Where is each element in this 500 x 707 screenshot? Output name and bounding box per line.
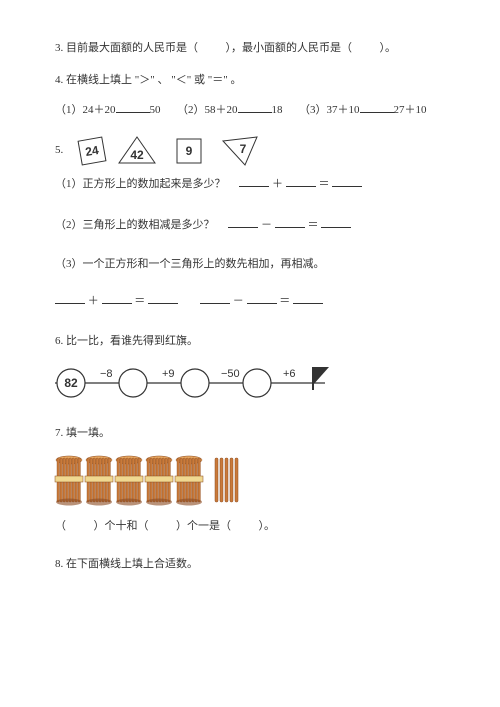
q7-blank-2[interactable] <box>151 520 173 532</box>
q5-2-blank-c[interactable] <box>321 216 351 228</box>
q4-blank-1[interactable] <box>116 101 150 113</box>
q4-p2-a: （2）58＋20 <box>177 104 238 116</box>
q5-sub2: （2）三角形上的数相减是多少？ － ＝ <box>55 216 445 235</box>
q5-3-blank-d[interactable] <box>200 292 230 304</box>
triangle-42: 42 <box>117 135 157 167</box>
svg-text:7: 7 <box>240 142 247 156</box>
q4-blank-2[interactable] <box>238 101 272 113</box>
q5-3-blank-f[interactable] <box>293 292 323 304</box>
q5-label: 5. <box>55 142 63 160</box>
question-3: 3. 目前最大面额的人民币是（ ），最小面额的人民币是（ ）。 <box>55 40 445 58</box>
q3-blank-1[interactable] <box>201 42 223 54</box>
svg-text:−8: −8 <box>100 368 113 380</box>
q3-text-b: ），最小面额的人民币是（ <box>226 42 353 54</box>
svg-text:42: 42 <box>131 148 145 162</box>
q6-prompt: 6. 比一比，看谁先得到红旗。 <box>55 333 445 351</box>
svg-text:82: 82 <box>64 376 78 390</box>
q5-1-blank-c[interactable] <box>332 175 362 187</box>
q4-p1-a: （1）24＋20 <box>55 104 116 116</box>
q4-blank-3[interactable] <box>360 101 394 113</box>
square-24: 24 <box>77 136 107 166</box>
svg-text:+9: +9 <box>162 368 175 380</box>
q5-3-blank-e[interactable] <box>247 292 277 304</box>
q5-sub3: （3）一个正方形和一个三角形上的数先相加，再相减。 <box>55 256 445 274</box>
bundle-icon <box>85 454 113 506</box>
q5-3-blank-c[interactable] <box>148 292 178 304</box>
q7-bundles <box>55 454 445 506</box>
q4-p3-b: 27＋10 <box>394 104 427 116</box>
question-4: 4. 在横线上填上 "＞" 、 "＜" 或 "＝" 。 （1）24＋20 50 （… <box>55 72 445 122</box>
q5-sub1: （1）正方形上的数加起来是多少？ ＋ ＝ <box>55 175 445 194</box>
svg-text:9: 9 <box>186 144 193 158</box>
q7-blank-3[interactable] <box>234 520 256 532</box>
bundle-icon <box>145 454 173 506</box>
square-9: 9 <box>175 137 203 165</box>
question-5: 5. 24 42 9 7 （1）正方形上的数加起来是多少？ ＋ ＝ （2） <box>55 135 445 310</box>
q7-fill: （ ）个十和（ ）个一是（ ）。 <box>55 518 445 536</box>
triangle-7: 7 <box>221 135 261 167</box>
q5-3-blank-a[interactable] <box>55 292 85 304</box>
q4-p1-b: 50 <box>150 104 161 116</box>
q5-2-blank-a[interactable] <box>228 216 258 228</box>
bundle-icon <box>175 454 203 506</box>
q5-3-blank-b[interactable] <box>102 292 132 304</box>
q4-p3-a: （3）37＋10 <box>299 104 360 116</box>
q5-1-blank-a[interactable] <box>239 175 269 187</box>
q8-prompt: 8. 在下面横线上填上合适数。 <box>55 556 445 574</box>
svg-text:−50: −50 <box>221 368 240 380</box>
bundle-icon <box>55 454 83 506</box>
question-8: 8. 在下面横线上填上合适数。 <box>55 556 445 574</box>
loose-sticks <box>213 454 242 506</box>
question-6: 6. 比一比，看谁先得到红旗。 82 −8 +9 −50 +6 <box>55 333 445 411</box>
q7-prompt: 7. 填一填。 <box>55 425 445 443</box>
q6-chain: 82 −8 +9 −50 +6 <box>55 362 445 411</box>
bundle-icon <box>115 454 143 506</box>
q5-2-blank-b[interactable] <box>275 216 305 228</box>
q5-1-blank-b[interactable] <box>286 175 316 187</box>
q3-text-c: ）。 <box>380 42 397 54</box>
q4-prompt: 4. 在横线上填上 "＞" 、 "＜" 或 "＝" 。 <box>55 72 445 90</box>
svg-text:+6: +6 <box>283 368 296 380</box>
q4-p2-b: 18 <box>272 104 283 116</box>
q3-text-a: 3. 目前最大面额的人民币是（ <box>55 42 198 54</box>
q3-blank-2[interactable] <box>355 42 377 54</box>
q7-blank-1[interactable] <box>69 520 91 532</box>
q5-sub3-blanks: ＋ ＝ － ＝ <box>55 292 445 311</box>
question-7: 7. 填一填。 （ ）个十和（ ）个一是（ ）。 <box>55 425 445 536</box>
svg-text:24: 24 <box>84 143 100 159</box>
q5-shapes: 5. 24 42 9 7 <box>55 135 445 167</box>
